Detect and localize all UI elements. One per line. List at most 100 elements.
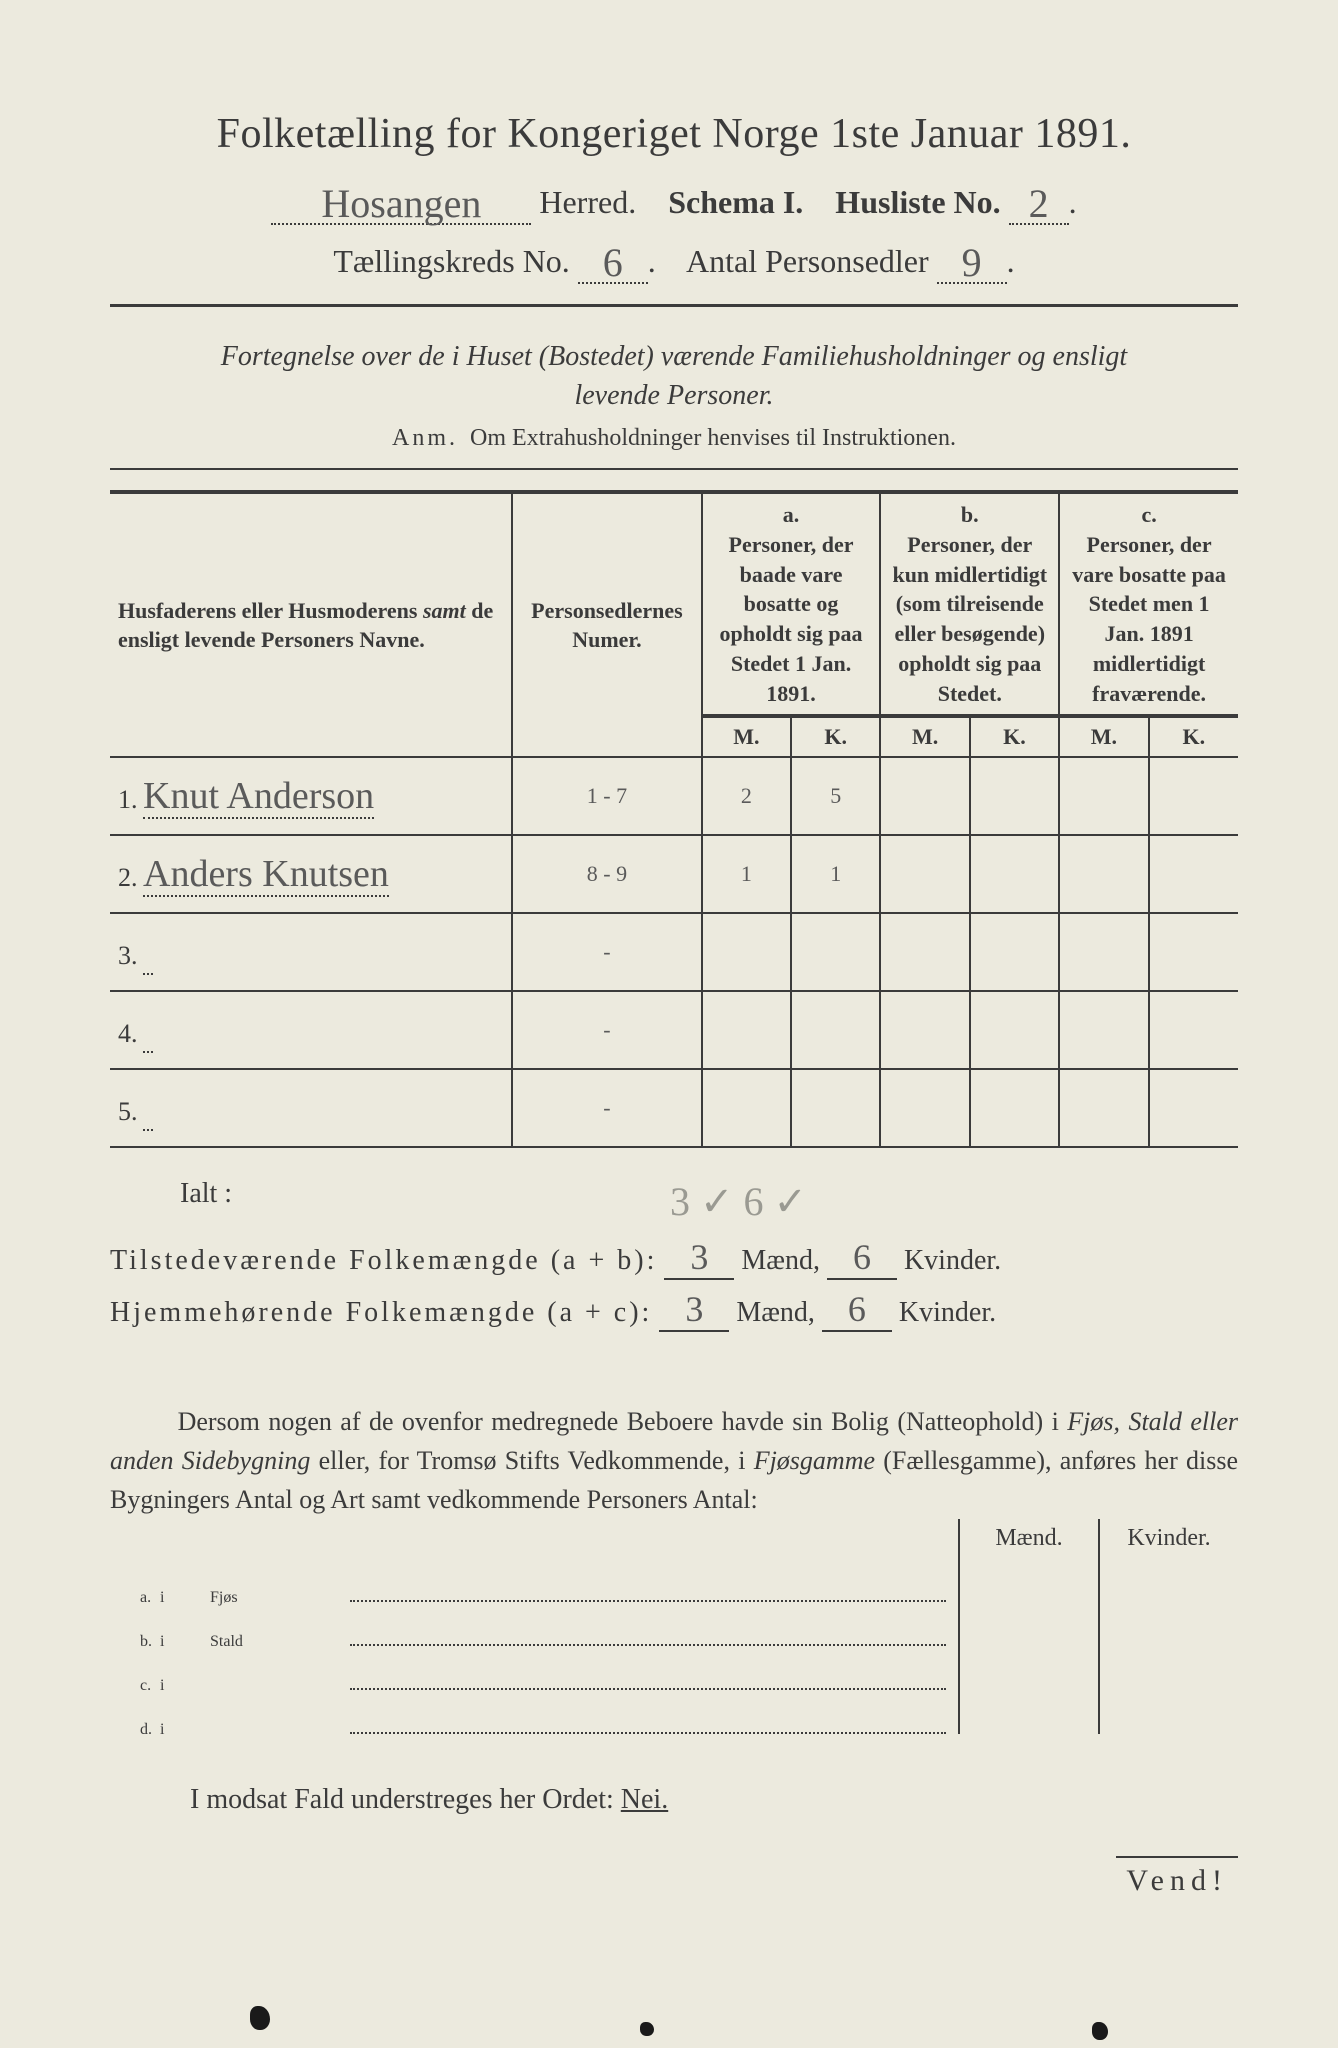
husliste-field: 2 bbox=[1009, 176, 1069, 225]
divider-1 bbox=[110, 304, 1238, 307]
row-a-k: 1 bbox=[791, 835, 880, 913]
lower-mk-cells bbox=[958, 1690, 1238, 1734]
header-line-3: Tællingskreds No. 6. Antal Personsedler … bbox=[110, 235, 1238, 284]
row-a-m bbox=[702, 913, 791, 991]
row-b-m bbox=[880, 835, 969, 913]
antal-value: 9 bbox=[962, 240, 982, 285]
col-a-header: a. Personer, der baade vare bosatte og o… bbox=[702, 492, 881, 716]
ink-spot bbox=[250, 2006, 270, 2030]
samt-word: samt bbox=[423, 598, 466, 623]
row-b-m bbox=[880, 913, 969, 991]
ab-label: Tilstedeværende Folkemængde (a + b): bbox=[110, 1245, 657, 1276]
table-row: 3. - bbox=[110, 913, 1238, 991]
lower-row: a.iFjøs bbox=[110, 1558, 1238, 1602]
divider-2 bbox=[110, 468, 1238, 470]
row-person-name bbox=[143, 1009, 153, 1053]
lower-i: i bbox=[160, 1721, 210, 1739]
lower-type: Fjøs bbox=[210, 1589, 350, 1607]
lower-mk-cells bbox=[958, 1646, 1238, 1690]
lower-row: b.iStald bbox=[110, 1602, 1238, 1646]
lower-dots bbox=[350, 1672, 946, 1690]
col-b-header: b. Personer, der kun midlertidigt (som t… bbox=[880, 492, 1059, 716]
col-b-text: Personer, der kun midlertidigt (som tilr… bbox=[892, 532, 1047, 705]
nei-word: Nei. bbox=[621, 1784, 668, 1815]
anm-label: Anm. bbox=[392, 425, 458, 451]
ab-m-value: 3 bbox=[664, 1236, 734, 1280]
lower-maend-header: Mænd. bbox=[958, 1519, 1098, 1558]
c-m: M. bbox=[1059, 716, 1148, 757]
row-name-cell: 3. bbox=[110, 913, 512, 991]
dersom-paragraph: Dersom nogen af de ovenfor medregnede Be… bbox=[110, 1402, 1238, 1519]
lower-dots bbox=[350, 1584, 946, 1602]
row-number: 3. bbox=[118, 941, 138, 970]
header-line-2: Hosangen Herred. Schema I. Husliste No. … bbox=[110, 176, 1238, 225]
lower-m-cell bbox=[960, 1646, 1100, 1690]
lower-dots bbox=[350, 1716, 946, 1734]
lower-letter: a. bbox=[110, 1589, 160, 1607]
row-a-k bbox=[791, 1069, 880, 1147]
row-sedler: - bbox=[512, 991, 701, 1069]
row-b-k bbox=[970, 913, 1059, 991]
antal-label: Antal Personsedler bbox=[686, 243, 929, 279]
total-ab-row: Tilstedeværende Folkemængde (a + b): 3 M… bbox=[110, 1236, 1238, 1280]
row-a-m bbox=[702, 991, 791, 1069]
row-name-cell: 1. Knut Anderson bbox=[110, 757, 512, 835]
row-sedler: 8 - 9 bbox=[512, 835, 701, 913]
row-person-name bbox=[143, 1087, 153, 1131]
husliste-label: Husliste No. bbox=[835, 184, 1000, 220]
lower-k-cell bbox=[1100, 1558, 1238, 1602]
table-header-row: Husfaderens eller Husmoderens samt de en… bbox=[110, 492, 1238, 716]
lower-letter: d. bbox=[110, 1721, 160, 1739]
row-b-k bbox=[970, 1069, 1059, 1147]
kreds-field: 6 bbox=[578, 235, 648, 284]
lower-i: i bbox=[160, 1589, 210, 1607]
row-c-m bbox=[1059, 835, 1148, 913]
lower-m-cell bbox=[960, 1602, 1100, 1646]
col-c-text: Personer, der vare bosatte paa Stedet me… bbox=[1072, 532, 1226, 705]
row-name-cell: 5. bbox=[110, 1069, 512, 1147]
dersom-p1: Dersom nogen af de ovenfor medregnede Be… bbox=[178, 1407, 1068, 1436]
ink-spot bbox=[1092, 2022, 1108, 2040]
row-c-k bbox=[1149, 835, 1238, 913]
lower-mk-cells bbox=[958, 1558, 1238, 1602]
lower-row: d.i bbox=[110, 1690, 1238, 1734]
lower-type: Stald bbox=[210, 1633, 350, 1651]
col-c-label: c. bbox=[1141, 502, 1156, 527]
table-row: 1. Knut Anderson1 - 725 bbox=[110, 757, 1238, 835]
row-b-k bbox=[970, 835, 1059, 913]
lower-k-cell bbox=[1100, 1602, 1238, 1646]
lower-m-cell bbox=[960, 1690, 1100, 1734]
lower-row: c.i bbox=[110, 1646, 1238, 1690]
row-a-m: 2 bbox=[702, 757, 791, 835]
row-name-cell: 4. bbox=[110, 991, 512, 1069]
census-form-page: Folketælling for Kongeriget Norge 1ste J… bbox=[0, 0, 1338, 2048]
row-number: 2. bbox=[118, 863, 138, 892]
row-a-k bbox=[791, 991, 880, 1069]
lower-k-cell bbox=[1100, 1690, 1238, 1734]
row-person-name bbox=[143, 931, 153, 975]
herred-label: Herred. bbox=[539, 184, 636, 220]
pencil-totals: 3 ✓ 6 ✓ bbox=[670, 1178, 807, 1225]
b-k: K. bbox=[970, 716, 1059, 757]
row-number: 4. bbox=[118, 1019, 138, 1048]
fortegnelse-text: Fortegnelse over de i Huset (Bostedet) v… bbox=[110, 337, 1238, 415]
row-name-cell: 2. Anders Knutsen bbox=[110, 835, 512, 913]
kvinder-label-2: Kvinder. bbox=[899, 1297, 996, 1328]
row-a-k bbox=[791, 913, 880, 991]
row-c-k bbox=[1149, 1069, 1238, 1147]
c-k: K. bbox=[1149, 716, 1238, 757]
row-c-m bbox=[1059, 1069, 1148, 1147]
lower-section: Mænd. Kvinder. a.iFjøsb.iStaldc.id.i bbox=[110, 1519, 1238, 1734]
ab-k-value: 6 bbox=[827, 1236, 897, 1280]
row-person-name: Anders Knutsen bbox=[143, 853, 389, 897]
ac-k-value: 6 bbox=[822, 1288, 892, 1332]
row-b-m bbox=[880, 1069, 969, 1147]
b-m: M. bbox=[880, 716, 969, 757]
row-c-m bbox=[1059, 991, 1148, 1069]
herred-value: Hosangen bbox=[321, 181, 481, 226]
ialt-label: Ialt : bbox=[110, 1178, 232, 1209]
page-title: Folketælling for Kongeriget Norge 1ste J… bbox=[110, 110, 1238, 158]
fortegnelse-l1: Fortegnelse over de i Huset (Bostedet) v… bbox=[221, 341, 1127, 372]
anm-text: Om Extrahusholdninger henvises til Instr… bbox=[470, 425, 956, 451]
row-number: 5. bbox=[118, 1097, 138, 1126]
